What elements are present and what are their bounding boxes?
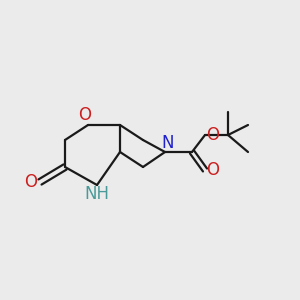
Text: O: O xyxy=(25,173,38,191)
Text: NH: NH xyxy=(85,185,110,203)
Text: O: O xyxy=(206,126,220,144)
Text: O: O xyxy=(206,161,220,179)
Text: O: O xyxy=(79,106,92,124)
Text: N: N xyxy=(162,134,174,152)
